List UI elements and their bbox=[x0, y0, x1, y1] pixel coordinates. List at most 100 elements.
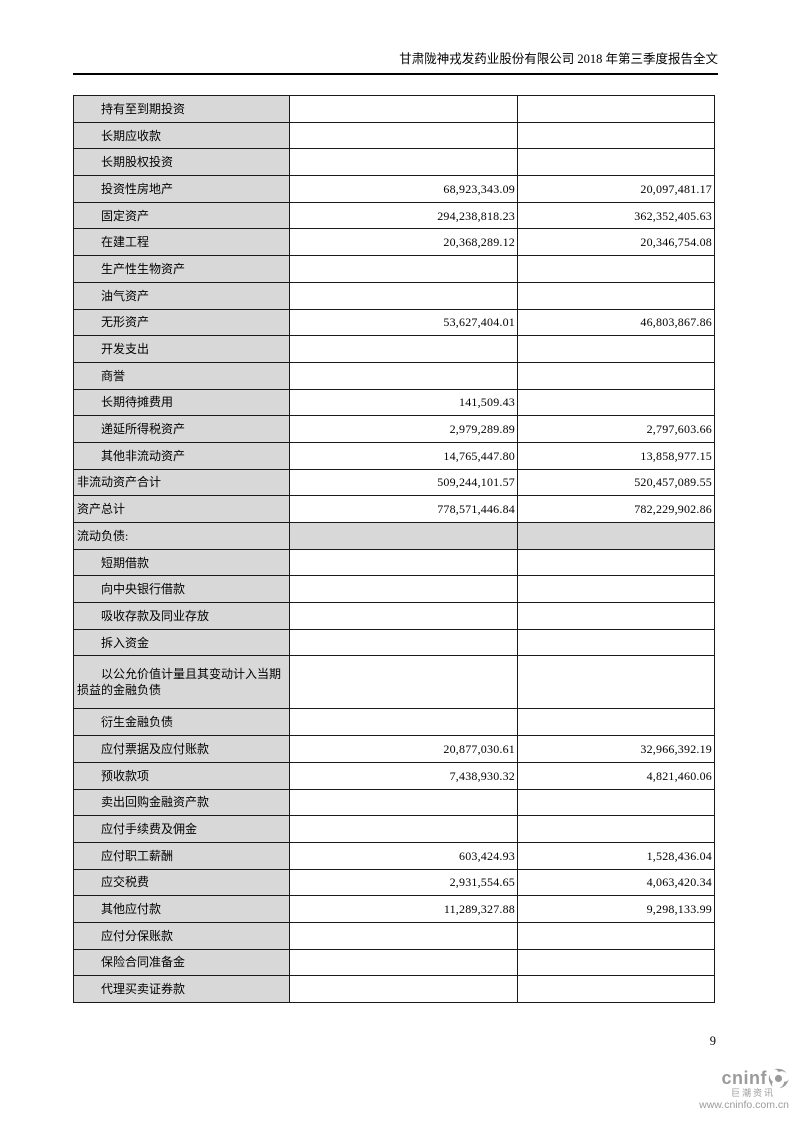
page-header: 甘肃陇神戎发药业股份有限公司 2018 年第三季度报告全文 bbox=[73, 50, 718, 75]
value-col2-cell: 20,346,754.08 bbox=[517, 228, 715, 257]
row-label: 非流动资产合计 bbox=[73, 468, 290, 497]
row-label: 代理买卖证券款 bbox=[73, 975, 290, 1003]
value-col2-cell: 782,229,902.86 bbox=[517, 495, 715, 523]
table-row: 其他应付款 11,289,327.88 9,298,133.99 bbox=[73, 895, 715, 923]
value-col1-cell bbox=[289, 121, 518, 150]
value-col2-cell: 13,858,977.15 bbox=[517, 441, 715, 470]
value-col1-cell: 7,438,930.32 bbox=[289, 761, 518, 790]
row-label: 以公允价值计量且其变动计入当期损益的金融负债 bbox=[73, 655, 290, 710]
value-col1-cell bbox=[289, 361, 518, 390]
value-col1-cell: 509,244,101.57 bbox=[289, 468, 518, 497]
table-row: 长期股权投资 bbox=[73, 148, 715, 177]
row-label: 保险合同准备金 bbox=[73, 948, 290, 977]
cninfo-logo: cninf 巨潮资讯 www.cninfo.com.cn bbox=[629, 1068, 789, 1111]
row-label: 持有至到期投资 bbox=[73, 95, 290, 123]
table-row: 在建工程 20,368,289.12 20,346,754.08 bbox=[73, 228, 715, 257]
value-col1-cell bbox=[289, 575, 518, 604]
cninfo-chinese-name: 巨潮资讯 bbox=[730, 1088, 775, 1098]
value-col2-cell bbox=[517, 281, 715, 310]
table-row: 应付票据及应付账款 20,877,030.61 32,966,392.19 bbox=[73, 735, 715, 763]
row-label: 投资性房地产 bbox=[73, 175, 290, 203]
value-col1-cell: 2,979,289.89 bbox=[289, 415, 518, 443]
value-col1-cell: 53,627,404.01 bbox=[289, 308, 518, 337]
value-col2-cell: 4,821,460.06 bbox=[517, 761, 715, 790]
value-col2-cell bbox=[517, 255, 715, 283]
row-label: 长期股权投资 bbox=[73, 148, 290, 177]
value-col1-cell bbox=[289, 602, 518, 630]
value-col2-cell bbox=[517, 361, 715, 390]
value-col1-cell: 20,877,030.61 bbox=[289, 735, 518, 763]
value-col2-cell: 520,457,089.55 bbox=[517, 468, 715, 497]
value-col1-cell bbox=[289, 815, 518, 843]
cninfo-url: www.cninfo.com.cn bbox=[699, 1098, 789, 1111]
value-col1-cell bbox=[289, 975, 518, 1003]
row-label: 衍生金融负债 bbox=[73, 708, 290, 737]
value-col1-cell bbox=[289, 548, 518, 577]
table-row: 长期待摊费用 141,509.43 bbox=[73, 388, 715, 417]
value-col1-cell bbox=[289, 921, 518, 950]
row-label: 预收款项 bbox=[73, 761, 290, 790]
row-label: 应付手续费及佣金 bbox=[73, 815, 290, 843]
value-col1-cell: 778,571,446.84 bbox=[289, 495, 518, 523]
row-label: 固定资产 bbox=[73, 201, 290, 230]
row-label: 应付分保账款 bbox=[73, 921, 290, 950]
value-col1-cell: 2,931,554.65 bbox=[289, 868, 518, 897]
row-label: 应付票据及应付账款 bbox=[73, 735, 290, 763]
value-col2-cell bbox=[517, 628, 715, 657]
value-col2-cell bbox=[517, 148, 715, 177]
value-col1-cell: 20,368,289.12 bbox=[289, 228, 518, 257]
table-row: 非流动资产合计 509,244,101.57 520,457,089.55 bbox=[73, 468, 715, 497]
table-row: 应付手续费及佣金 bbox=[73, 815, 715, 843]
value-col1-cell bbox=[289, 281, 518, 310]
value-col1-cell bbox=[289, 948, 518, 977]
table-row: 无形资产 53,627,404.01 46,803,867.86 bbox=[73, 308, 715, 337]
value-col2-cell bbox=[517, 95, 715, 123]
value-col2-cell bbox=[517, 335, 715, 363]
table-row: 开发支出 bbox=[73, 335, 715, 363]
table-row: 吸收存款及同业存放 bbox=[73, 602, 715, 630]
balance-sheet-table: 持有至到期投资 长期应收款 长期股权投资 投资性房地产 68,923,343.09 20,… bbox=[73, 95, 715, 1003]
value-col2-cell bbox=[517, 522, 715, 550]
value-col1-cell bbox=[289, 522, 518, 550]
value-col1-cell: 11,289,327.88 bbox=[289, 895, 518, 923]
value-col1-cell: 603,424.93 bbox=[289, 841, 518, 870]
value-col2-cell bbox=[517, 602, 715, 630]
table-row: 拆入资金 bbox=[73, 628, 715, 657]
value-col2-cell: 32,966,392.19 bbox=[517, 735, 715, 763]
table-row: 卖出回购金融资产款 bbox=[73, 788, 715, 817]
table-row: 应付分保账款 bbox=[73, 921, 715, 950]
table-row: 长期应收款 bbox=[73, 121, 715, 150]
value-col2-cell: 4,063,420.34 bbox=[517, 868, 715, 897]
row-label: 长期应收款 bbox=[73, 121, 290, 150]
value-col1-cell bbox=[289, 708, 518, 737]
value-col1-cell: 14,765,447.80 bbox=[289, 441, 518, 470]
value-col2-cell bbox=[517, 948, 715, 977]
balance-sheet-table-body: 持有至到期投资 长期应收款 长期股权投资 投资性房地产 68,923,343.09 20,… bbox=[73, 95, 715, 1003]
table-row: 生产性生物资产 bbox=[73, 255, 715, 283]
value-col2-cell bbox=[517, 548, 715, 577]
value-col1-cell bbox=[289, 95, 518, 123]
value-col1-cell: 294,238,818.23 bbox=[289, 201, 518, 230]
value-col1-cell bbox=[289, 148, 518, 177]
table-row: 投资性房地产 68,923,343.09 20,097,481.17 bbox=[73, 175, 715, 203]
row-label: 其他应付款 bbox=[73, 895, 290, 923]
row-label: 应付职工薪酬 bbox=[73, 841, 290, 870]
value-col2-cell: 20,097,481.17 bbox=[517, 175, 715, 203]
table-row: 短期借款 bbox=[73, 548, 715, 577]
cninfo-brand-text: cninf bbox=[721, 1067, 767, 1088]
value-col2-cell: 9,298,133.99 bbox=[517, 895, 715, 923]
value-col1-cell bbox=[289, 628, 518, 657]
value-col1-cell bbox=[289, 335, 518, 363]
cninfo-swirl-icon bbox=[768, 1068, 789, 1089]
row-label: 递延所得税资产 bbox=[73, 415, 290, 443]
table-row: 应付职工薪酬 603,424.93 1,528,436.04 bbox=[73, 841, 715, 870]
row-label: 在建工程 bbox=[73, 228, 290, 257]
value-col2-cell bbox=[517, 121, 715, 150]
table-row: 保险合同准备金 bbox=[73, 948, 715, 977]
row-label: 生产性生物资产 bbox=[73, 255, 290, 283]
table-row: 商誉 bbox=[73, 361, 715, 390]
row-label: 向中央银行借款 bbox=[73, 575, 290, 604]
page-number: 9 bbox=[709, 1034, 716, 1048]
table-row: 固定资产 294,238,818.23 362,352,405.63 bbox=[73, 201, 715, 230]
